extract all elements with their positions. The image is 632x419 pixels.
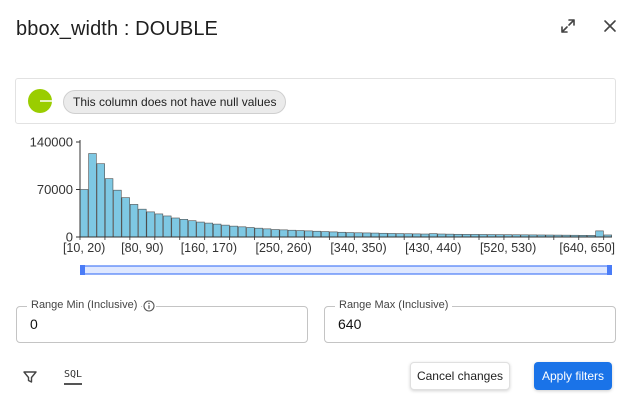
histogram-bar[interactable]: [321, 231, 330, 238]
histogram-bar[interactable]: [304, 230, 313, 238]
dialog-title: bbox_width : DOUBLE: [16, 18, 218, 40]
x-tick-label: [640, 650]: [559, 241, 615, 255]
expand-diagonal-icon[interactable]: [556, 14, 580, 38]
histogram-bar[interactable]: [237, 226, 247, 238]
histogram-bar[interactable]: [279, 229, 288, 238]
histogram-bar[interactable]: [188, 220, 197, 238]
range-max-input[interactable]: [338, 316, 598, 332]
range-min-field[interactable]: Range Min (Inclusive): [16, 299, 308, 343]
histogram-bars: [80, 153, 612, 238]
histogram-bar[interactable]: [296, 230, 305, 238]
histogram-bar[interactable]: [337, 231, 346, 238]
histogram-bar[interactable]: [113, 189, 122, 238]
null-values-panel: This column does not have null values: [15, 78, 616, 124]
x-tick-label: [80, 90): [121, 241, 163, 255]
x-tick-label: [160, 170): [181, 241, 237, 255]
range-selection-brush[interactable]: [80, 265, 612, 275]
x-tick-label: [340, 350): [330, 241, 386, 255]
range-max-label: Range Max (Inclusive): [335, 299, 453, 311]
histogram-bar[interactable]: [429, 233, 438, 238]
histogram-bar[interactable]: [312, 230, 322, 238]
histogram-bar[interactable]: [329, 231, 338, 238]
info-icon[interactable]: [142, 299, 156, 313]
y-tick-label: 0: [66, 230, 73, 245]
histogram-bar[interactable]: [387, 233, 396, 238]
histogram-bar[interactable]: [196, 221, 205, 238]
histogram-bar[interactable]: [287, 229, 297, 238]
histogram-bar[interactable]: [379, 232, 388, 238]
histogram-bar[interactable]: [204, 222, 214, 238]
histogram-bar[interactable]: [362, 232, 371, 238]
histogram-bar[interactable]: [254, 227, 263, 238]
apply-filters-button[interactable]: Apply filters: [534, 362, 612, 390]
cancel-changes-button[interactable]: Cancel changes: [410, 362, 510, 390]
histogram-bar[interactable]: [262, 228, 272, 238]
histogram-bar[interactable]: [104, 178, 114, 238]
close-icon[interactable]: [598, 14, 622, 38]
histogram-bar[interactable]: [146, 211, 155, 238]
range-max-field[interactable]: Range Max (Inclusive): [324, 299, 616, 343]
histogram-chart: 140000 70000 0 [10, 20) [80, 90) [160, 170)[…: [0, 128, 632, 280]
x-tick-label: [430, 440): [405, 241, 461, 255]
histogram-bar[interactable]: [221, 224, 230, 238]
histogram-bar[interactable]: [246, 227, 255, 238]
sql-tab[interactable]: SQL: [64, 369, 83, 385]
x-tick-label: [250, 260): [256, 241, 312, 255]
histogram-bar[interactable]: [229, 225, 238, 238]
range-selection-bar[interactable]: [80, 265, 612, 275]
x-tick-label: [520, 530): [480, 241, 536, 255]
y-axis: 140000 70000 0: [30, 135, 81, 245]
histogram-bar[interactable]: [595, 230, 604, 238]
histogram-bar[interactable]: [154, 213, 164, 238]
histogram-bar[interactable]: [121, 197, 130, 238]
histogram-bar[interactable]: [80, 189, 89, 238]
x-axis: [10, 20) [80, 90) [160, 170) [250, 260) [340…: [63, 236, 615, 255]
y-tick-label: 70000: [37, 182, 73, 197]
histogram-bar[interactable]: [138, 208, 147, 238]
histogram-bar[interactable]: [171, 217, 180, 238]
null-status-chip: This column does not have null values: [63, 90, 287, 114]
null-ratio-pie-icon: [28, 89, 52, 113]
histogram-bar[interactable]: [271, 229, 280, 238]
histogram-bar[interactable]: [96, 163, 105, 238]
range-max-handle[interactable]: [607, 265, 612, 275]
histogram-bar[interactable]: [88, 153, 97, 238]
histogram-bar[interactable]: [395, 233, 405, 238]
y-tick-label: 140000: [30, 135, 73, 150]
histogram-bar[interactable]: [213, 223, 222, 238]
range-min-handle[interactable]: [80, 265, 85, 275]
histogram-bar[interactable]: [163, 215, 172, 238]
range-min-input[interactable]: [30, 316, 290, 332]
histogram-bar[interactable]: [345, 232, 355, 238]
x-tick-label: [10, 20): [63, 241, 105, 255]
histogram-bar[interactable]: [354, 232, 363, 238]
histogram-bar[interactable]: [179, 219, 189, 238]
histogram-bar[interactable]: [370, 232, 380, 238]
filter-icon[interactable]: [22, 369, 38, 385]
range-min-label: Range Min (Inclusive): [27, 299, 142, 311]
histogram-bar[interactable]: [129, 204, 139, 238]
